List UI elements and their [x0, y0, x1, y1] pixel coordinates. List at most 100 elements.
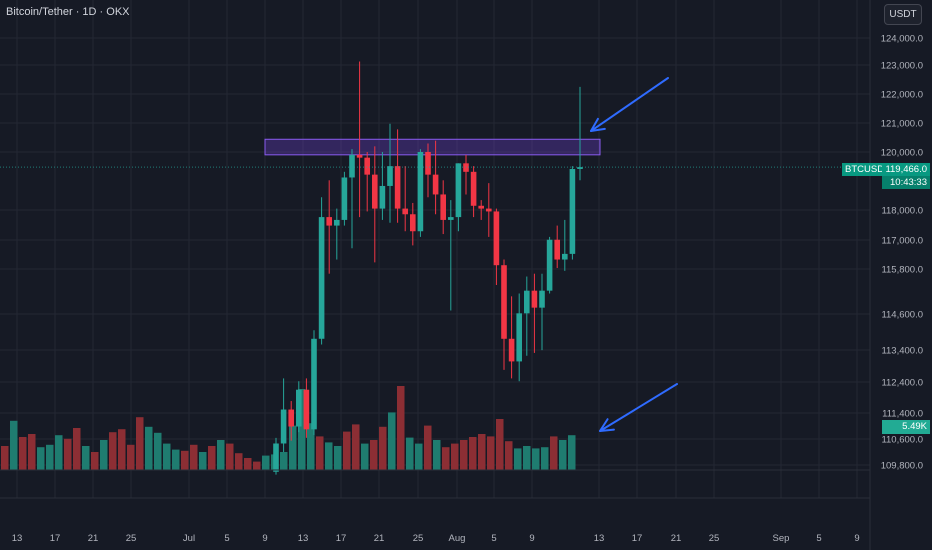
volume-bar — [190, 444, 198, 470]
volume-bar — [46, 444, 54, 470]
volume-bar — [316, 436, 324, 470]
volume-bar — [496, 419, 504, 470]
currency-button[interactable]: USDT — [884, 4, 922, 25]
volume-bar — [172, 449, 180, 470]
volume-bar — [559, 440, 567, 470]
volume-bar — [91, 452, 99, 470]
candle-body — [524, 290, 530, 314]
candle-body — [448, 217, 454, 220]
volume-bar — [145, 426, 153, 470]
time-tick-label: 9 — [529, 533, 534, 544]
volume-bar — [208, 446, 216, 470]
volume-bar — [514, 448, 522, 470]
volume-bar — [37, 447, 45, 470]
volume-bar — [388, 412, 396, 470]
arrow-head — [590, 117, 606, 132]
volume-bar — [397, 386, 405, 470]
volume-bar — [541, 447, 549, 470]
price-tick-label: 117,000.0 — [881, 236, 923, 247]
volume-bar — [100, 440, 108, 470]
candle-body — [402, 208, 408, 215]
volume-bar — [118, 429, 126, 470]
candle-body — [387, 166, 393, 186]
candle-body — [569, 168, 576, 254]
candle-body — [501, 265, 507, 339]
price-tick-label: 114,600.0 — [881, 310, 923, 321]
price-tick-label: 111,400.0 — [882, 409, 923, 420]
time-tick-label: 25 — [709, 533, 720, 544]
volume-bar — [505, 441, 513, 470]
candle-body — [417, 152, 424, 232]
candle-body — [311, 338, 317, 430]
countdown-tag: 10:43:33 — [882, 176, 930, 189]
candle-body — [470, 171, 477, 206]
chart-title: Bitcoin/Tether · 1D · OKX — [6, 6, 130, 18]
volume-bar — [82, 446, 90, 470]
candle-body — [455, 163, 462, 218]
time-tick-label: 13 — [594, 533, 605, 544]
candle-body — [440, 194, 446, 220]
arrow-shaft — [590, 77, 669, 132]
volume-bar — [406, 437, 414, 470]
volume-bar — [253, 461, 261, 470]
time-tick-label: Sep — [773, 533, 790, 544]
volume-bar — [442, 447, 450, 470]
candle-body — [577, 167, 583, 169]
candle-body — [478, 205, 484, 209]
time-tick-label: 5 — [491, 533, 496, 544]
symbol-tag: BTCUSDT — [842, 163, 890, 176]
time-tick-label: 17 — [336, 533, 347, 544]
time-tick-label: Aug — [449, 533, 466, 544]
price-tick-label: 121,000.0 — [881, 119, 923, 130]
annotation-arrows — [590, 77, 678, 432]
time-tick-label: 9 — [262, 533, 267, 544]
time-tick-label: 17 — [632, 533, 643, 544]
time-tick-label: 25 — [126, 533, 137, 544]
volume-bar — [298, 389, 306, 470]
time-tick-label: Jul — [183, 533, 195, 544]
price-tick-label: 112,400.0 — [881, 378, 923, 389]
price-tick-label: 109,800.0 — [881, 461, 923, 472]
volume-bar — [136, 417, 144, 470]
candle-body — [425, 152, 431, 175]
arrow-shaft — [599, 383, 678, 432]
volume-bar — [199, 452, 207, 470]
candles — [273, 61, 583, 475]
volume-bar — [127, 444, 135, 470]
volume-bar — [379, 426, 387, 470]
candle-body — [326, 217, 332, 226]
candle-body — [562, 253, 568, 260]
candle-body — [372, 174, 378, 209]
candle-body — [539, 290, 545, 308]
volume-bar — [28, 434, 36, 470]
candle-body — [349, 154, 355, 178]
candle-body — [394, 166, 401, 209]
volume-bar — [424, 425, 432, 470]
volume-bar — [469, 437, 477, 470]
resistance-zone-rect — [264, 138, 601, 156]
candle-body — [318, 217, 325, 339]
price-axis[interactable]: 124,000.0 123,000.0 122,000.0 121,000.0 120,… — [881, 34, 923, 472]
candle-body — [379, 185, 386, 209]
volume-bar — [487, 436, 495, 470]
volume-bar — [244, 458, 252, 470]
candle-body — [341, 177, 348, 220]
volume-bar — [325, 442, 333, 470]
candle-body — [486, 208, 492, 212]
time-axis[interactable]: 13 17 21 25 Jul 5 9 13 17 21 25 Aug 5 9 13 17 21 25 Sep 5 9 — [12, 533, 860, 544]
time-tick-label: 5 — [816, 533, 821, 544]
volume-bar — [262, 455, 270, 470]
volume-bar — [532, 448, 540, 470]
volume-bar — [370, 440, 378, 470]
volume-bar — [361, 443, 369, 470]
volume-bars — [1, 386, 576, 470]
volume-bar — [433, 440, 441, 470]
price-tick-label: 120,000.0 — [881, 148, 923, 159]
volume-bar — [334, 446, 342, 470]
volume-bar — [451, 443, 459, 470]
candle-body — [334, 219, 340, 226]
price-tick-label: 124,000.0 — [881, 34, 923, 45]
volume-bar — [181, 450, 189, 470]
volume-bar — [307, 423, 315, 470]
